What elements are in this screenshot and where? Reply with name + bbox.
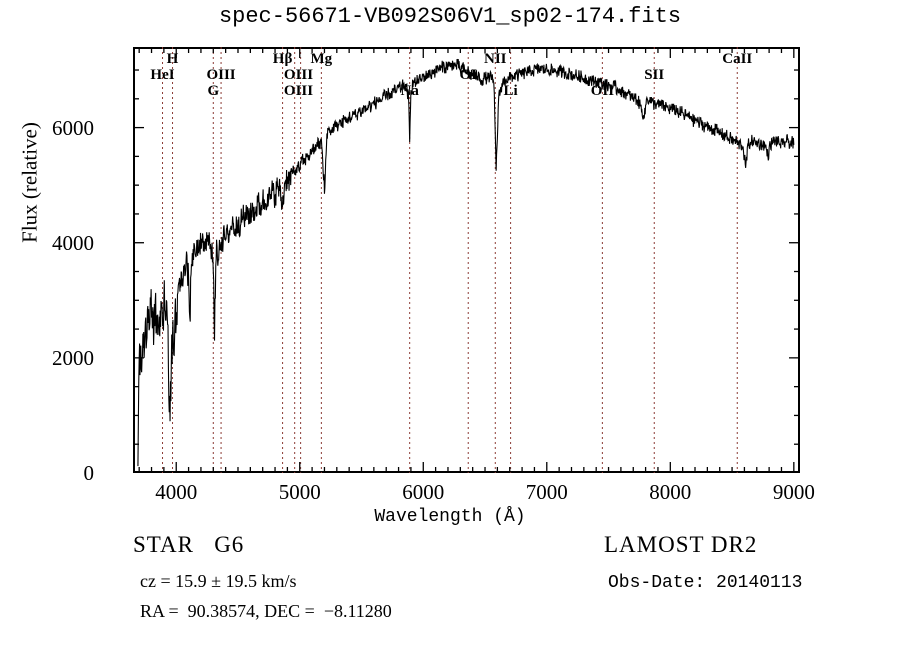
page-title: spec-56671-VB092S06V1_sp02-174.fits (218, 4, 682, 29)
y-tick-label: 4000 (52, 230, 94, 255)
y-tick-label: 0 (83, 461, 95, 485)
line-label-OII: OII (590, 83, 615, 99)
line-label-NII: NII (484, 51, 507, 67)
line-label-CaII: CaII (722, 51, 753, 67)
observation-date: Obs-Date: 20140113 (608, 573, 803, 593)
x-axis-label: Wavelength (Å) (374, 507, 526, 527)
line-label-OI: OI (459, 67, 477, 83)
x-tick-label: 5000 (278, 480, 321, 504)
spectrum-trace (137, 58, 795, 467)
coordinates: RA = 90.38574, DEC = −8.11280 (140, 601, 392, 621)
x-tick-label: 8000 (649, 480, 692, 504)
object-class: STAR G6 (133, 532, 245, 557)
line-label-OIII: OIII (283, 67, 314, 83)
redshift-velocity: cz = 15.9 ± 19.5 km/s (140, 571, 297, 591)
y-axis-label: Flux (relative) (17, 122, 42, 243)
x-tick-label: 7000 (525, 480, 568, 504)
line-label-Mg: Mg (310, 51, 333, 67)
line-label-H: H (166, 51, 179, 67)
line-label-H: Hβ (272, 51, 293, 67)
line-label-Na: Na (400, 83, 419, 99)
line-label-OIII: OIII (206, 67, 236, 83)
x-tick-label: 9000 (772, 480, 815, 504)
line-label-G: G (207, 83, 220, 99)
y-tick-label: 2000 (52, 345, 94, 370)
line-label-SII: SII (644, 67, 665, 83)
line-label-OIII: OIII (283, 83, 314, 99)
line-label-HeI: HeI (150, 67, 175, 83)
x-tick-label: 6000 (402, 480, 445, 504)
x-tick-label: 4000 (155, 480, 198, 504)
survey-name: LAMOST DR2 (604, 532, 758, 557)
y-tick-label: 6000 (52, 115, 94, 140)
spectrum-canvas (133, 47, 800, 473)
line-label-Li: Li (503, 83, 518, 99)
plot-frame (133, 47, 800, 473)
